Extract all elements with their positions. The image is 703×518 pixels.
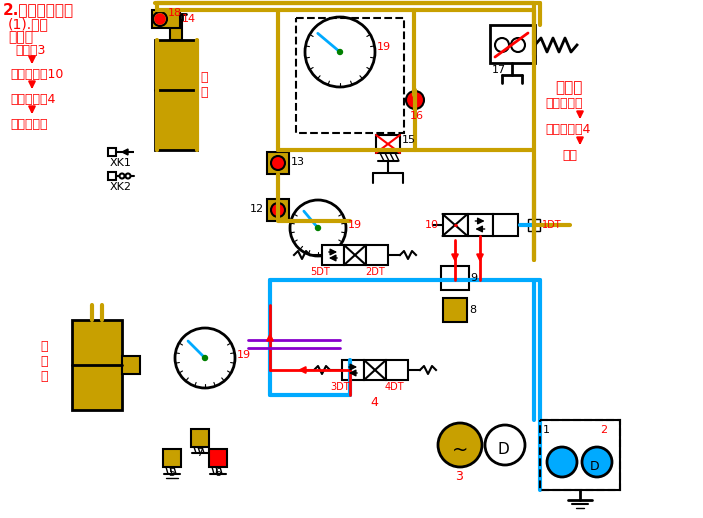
Circle shape [547,447,577,477]
Circle shape [438,423,482,467]
Circle shape [406,91,424,109]
Text: 19: 19 [237,350,251,360]
Text: 19: 19 [348,220,362,230]
Text: 6: 6 [214,468,221,478]
Bar [364,360,386,380]
Text: 5DT: 5DT [310,267,330,277]
Text: D: D [590,461,600,473]
Text: D: D [497,442,509,457]
Text: 7: 7 [196,448,203,458]
Bar [467,214,493,236]
Text: XK2: XK2 [110,182,132,192]
Bar [493,214,517,236]
Bar [163,449,181,467]
Bar [490,25,535,63]
Text: 15: 15 [402,135,416,145]
Bar [344,245,366,265]
Circle shape [175,328,235,388]
Bar [376,135,400,153]
Bar [108,148,116,156]
Bar [322,245,344,265]
Polygon shape [122,149,128,155]
Text: 进油：: 进油： [8,30,33,44]
Text: 4: 4 [370,396,378,409]
Bar [209,449,227,467]
Circle shape [126,174,131,179]
Bar [442,214,467,236]
Bar [155,40,197,150]
Bar [296,18,404,133]
Circle shape [271,156,285,170]
Circle shape [495,38,509,52]
Text: 油箱: 油箱 [562,149,577,162]
Circle shape [120,174,124,179]
Text: 2.顶出缸的运动: 2.顶出缸的运动 [3,2,74,17]
Bar [267,199,289,221]
Text: 顶
出
缸: 顶 出 缸 [40,340,48,383]
Circle shape [511,38,525,52]
Bar [366,245,388,265]
Text: 16: 16 [410,111,424,121]
Bar [170,20,182,40]
Circle shape [305,17,375,87]
Text: 2: 2 [600,425,607,435]
Text: 电液换向阀4: 电液换向阀4 [545,123,591,136]
Bar [540,420,620,490]
Text: XK1: XK1 [110,158,132,168]
Text: 1DT: 1DT [542,220,562,230]
Bar [72,320,122,410]
Bar [441,266,469,290]
Circle shape [202,355,207,361]
Text: 3: 3 [455,470,463,483]
Text: 12: 12 [250,204,264,214]
Bar [108,172,116,180]
Circle shape [155,14,165,24]
Bar [267,152,289,174]
Text: 8: 8 [469,305,476,315]
Text: 9: 9 [470,273,477,283]
Text: 4DT: 4DT [385,382,405,392]
Text: 变量泵3: 变量泵3 [15,44,46,57]
Text: 17: 17 [492,65,506,75]
Circle shape [316,225,321,231]
Text: 10: 10 [425,220,439,230]
Bar [527,219,539,231]
Bar [342,360,364,380]
Text: 14: 14 [182,14,196,24]
Text: 18: 18 [168,8,182,18]
Circle shape [153,12,167,26]
Text: (1).顶出: (1).顶出 [8,17,49,31]
Text: 19: 19 [377,42,391,52]
Text: 1: 1 [543,425,550,435]
Bar [443,298,467,322]
Text: 电液换向阀10: 电液换向阀10 [10,68,63,81]
Text: 主
缸: 主 缸 [200,71,207,99]
Text: ~: ~ [452,440,468,459]
Bar [540,420,620,490]
Text: 回油：: 回油： [555,80,582,95]
Text: 3DT: 3DT [330,382,349,392]
Bar [122,356,140,374]
Text: 5: 5 [168,468,175,478]
Circle shape [582,447,612,477]
Text: 电液换向阀4: 电液换向阀4 [10,93,56,106]
Circle shape [271,203,285,217]
Text: 2DT: 2DT [365,267,385,277]
Text: 13: 13 [291,157,305,167]
Circle shape [485,425,525,465]
Bar [152,10,180,28]
Text: 顶出缸下腔: 顶出缸下腔 [10,118,48,131]
Bar [191,429,209,447]
Circle shape [290,200,346,256]
Text: 顶出缸上腔: 顶出缸上腔 [545,97,583,110]
Circle shape [337,50,342,54]
Bar [386,360,408,380]
